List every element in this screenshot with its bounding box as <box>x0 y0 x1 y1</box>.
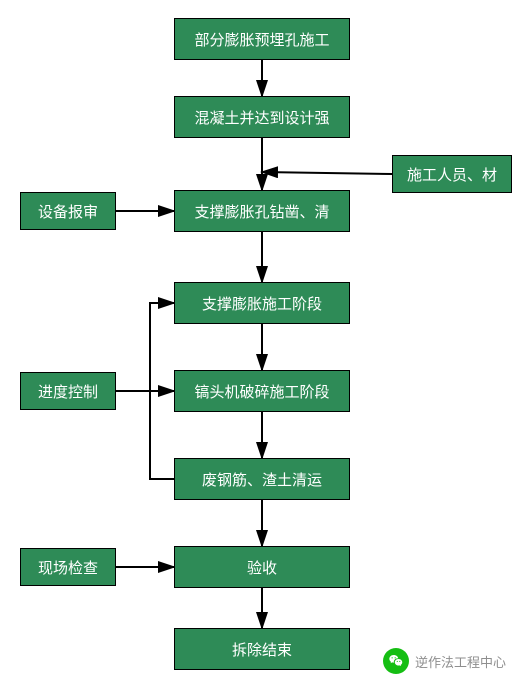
flow-node-n7: 验收 <box>174 546 350 588</box>
flow-node-n1: 部分膨胀预埋孔施工 <box>174 18 350 60</box>
node-label: 废钢筋、渣土清运 <box>202 469 322 490</box>
node-label: 混凝土并达到设计强 <box>194 107 329 128</box>
wechat-icon <box>383 648 409 674</box>
flow-node-s2: 设备报审 <box>20 192 116 230</box>
node-label: 现场检查 <box>38 557 98 578</box>
node-label: 进度控制 <box>38 381 98 402</box>
node-label: 拆除结束 <box>232 639 292 660</box>
flow-node-s1: 施工人员、材 <box>392 155 512 193</box>
node-label: 验收 <box>247 557 277 578</box>
flow-node-s3: 进度控制 <box>20 372 116 410</box>
node-label: 施工人员、材 <box>407 164 497 185</box>
flow-node-s4: 现场检查 <box>20 548 116 586</box>
node-label: 支撑膨胀孔钻凿、清 <box>194 201 329 222</box>
flow-node-n4: 支撑膨胀施工阶段 <box>174 282 350 324</box>
flow-node-n8: 拆除结束 <box>174 628 350 670</box>
flow-node-n2: 混凝土并达到设计强 <box>174 96 350 138</box>
flow-node-n6: 废钢筋、渣土清运 <box>174 458 350 500</box>
node-label: 支撑膨胀施工阶段 <box>202 293 322 314</box>
watermark: 逆作法工程中心 <box>383 648 506 674</box>
flow-node-n3: 支撑膨胀孔钻凿、清 <box>174 190 350 232</box>
node-label: 部分膨胀预埋孔施工 <box>194 29 329 50</box>
flow-node-n5: 镐头机破碎施工阶段 <box>174 370 350 412</box>
watermark-text: 逆作法工程中心 <box>415 652 506 671</box>
node-label: 镐头机破碎施工阶段 <box>194 381 329 402</box>
node-label: 设备报审 <box>38 201 98 222</box>
